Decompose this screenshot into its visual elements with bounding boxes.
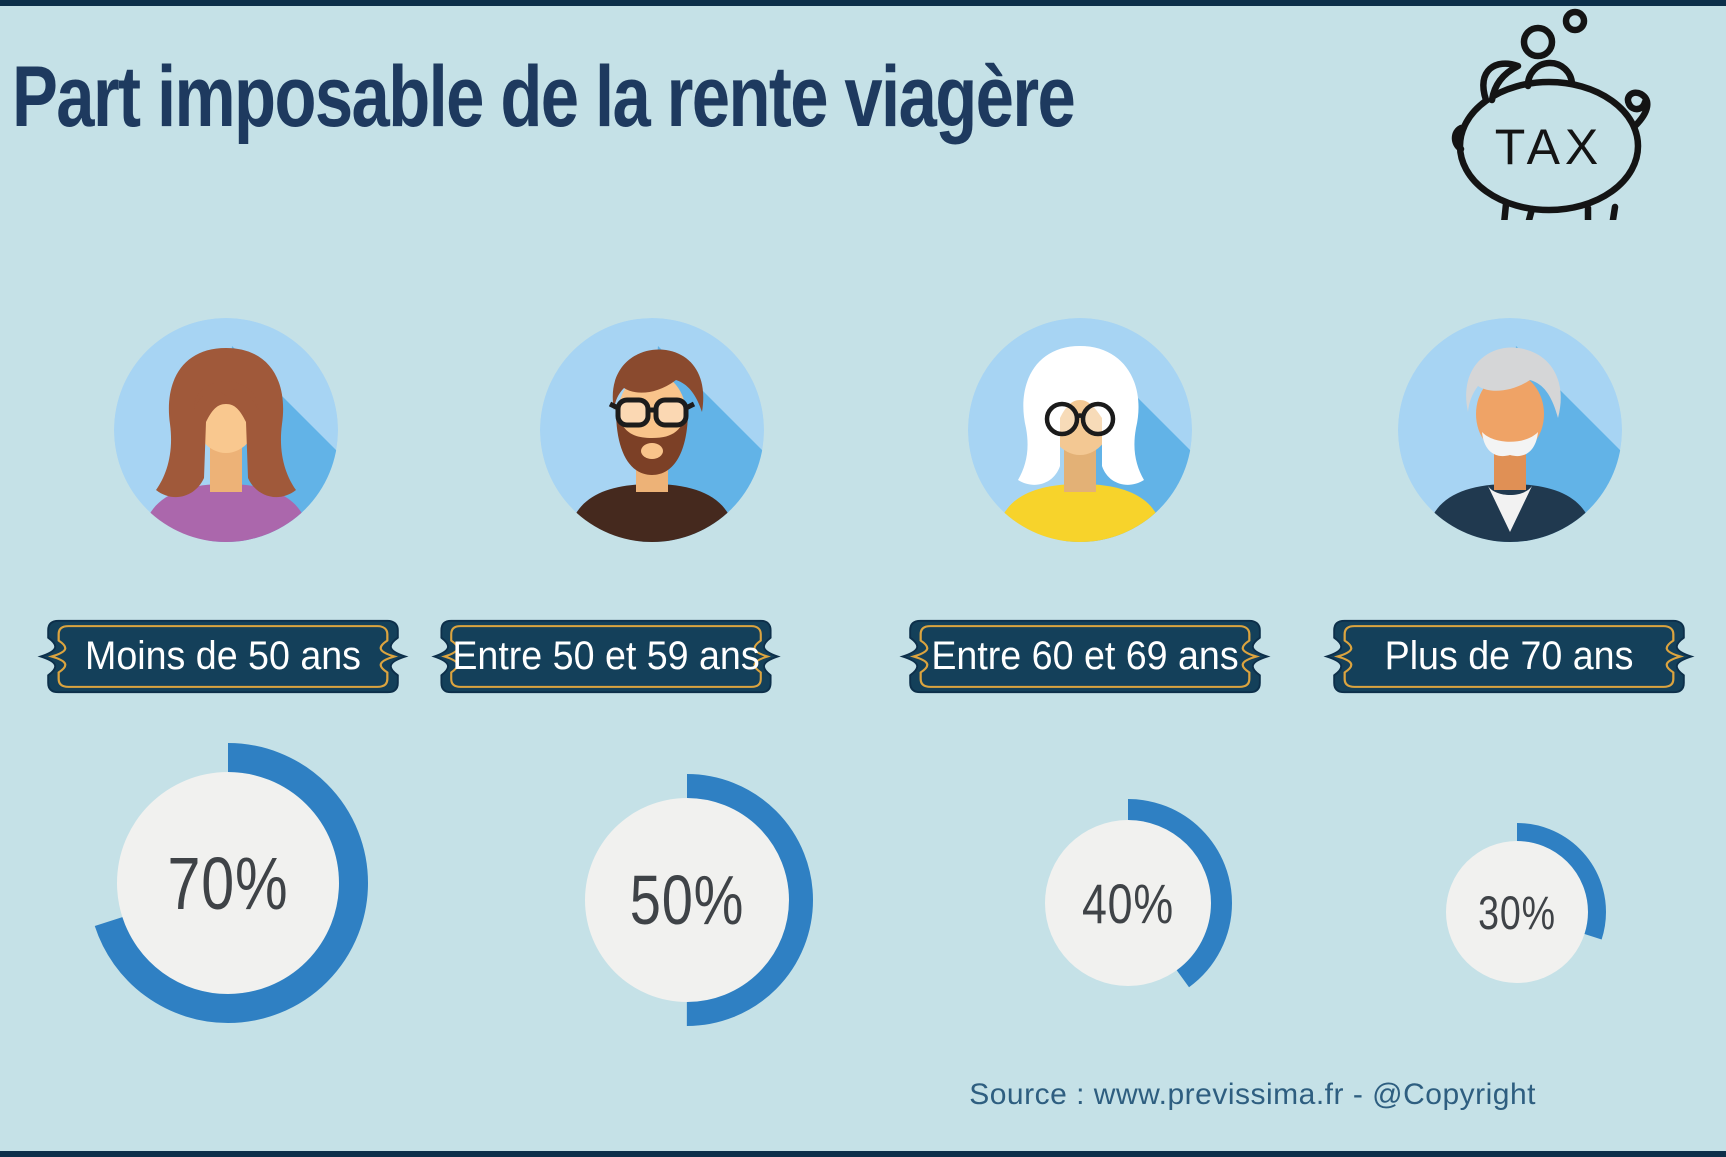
tax-label: TAX: [1495, 119, 1604, 175]
age-badge-label: Entre 60 et 69 ans: [931, 634, 1239, 678]
badge-plaque-icon: [431, 619, 781, 694]
senior-man-mustache-avatar-icon: [1398, 318, 1622, 542]
donut-chart-over-70: 30%: [1428, 823, 1606, 1001]
donut-progress-arc: [88, 743, 368, 1023]
badge-plaque-icon: [37, 619, 409, 694]
age-badge-50-59: Entre 50 et 59 ans: [428, 617, 784, 696]
age-badge-label: Moins de 50 ans: [85, 634, 361, 678]
age-badge-60-69: Entre 60 et 69 ans: [896, 617, 1274, 696]
badge-plaque-icon: [1323, 619, 1695, 694]
donut-chart-under-50: 70%: [88, 743, 368, 1023]
percent-label: 50%: [629, 861, 745, 939]
donut-chart-50-59: 50%: [561, 774, 813, 1026]
man-glasses-beard-avatar-icon: [540, 318, 764, 542]
percent-label: 70%: [167, 841, 289, 925]
donut-progress-arc: [1024, 799, 1232, 1007]
source-credit: Source : www.previssima.fr - @Copyright: [969, 1078, 1536, 1111]
donut-inner-circle: [1045, 820, 1211, 986]
age-badge-over-70: Plus de 70 ans: [1320, 617, 1698, 696]
senior-woman-glasses-avatar-icon: [968, 318, 1192, 542]
donut-inner-circle: [117, 772, 339, 994]
donut-progress-arc: [1428, 823, 1606, 1001]
donut-inner-circle: [585, 798, 789, 1002]
age-badge-under-50: Moins de 50 ans: [34, 617, 412, 696]
donut-inner-circle: [1446, 841, 1588, 983]
young-woman-avatar-icon: [114, 318, 338, 542]
percent-label: 30%: [1478, 885, 1556, 939]
percent-label: 40%: [1081, 871, 1175, 935]
top-accent-bar: [0, 0, 1726, 6]
piggy-bank-tax-icon: TAX: [1451, 8, 1651, 220]
age-badge-label: Entre 50 et 59 ans: [452, 634, 760, 678]
age-badge-label: Plus de 70 ans: [1384, 634, 1634, 678]
page-title: Part imposable de la rente viagère: [12, 49, 1076, 145]
donut-progress-arc: [561, 774, 813, 1026]
badge-plaque-icon: [899, 619, 1271, 694]
bottom-accent-bar: [0, 1151, 1726, 1157]
donut-chart-60-69: 40%: [1024, 799, 1232, 1007]
